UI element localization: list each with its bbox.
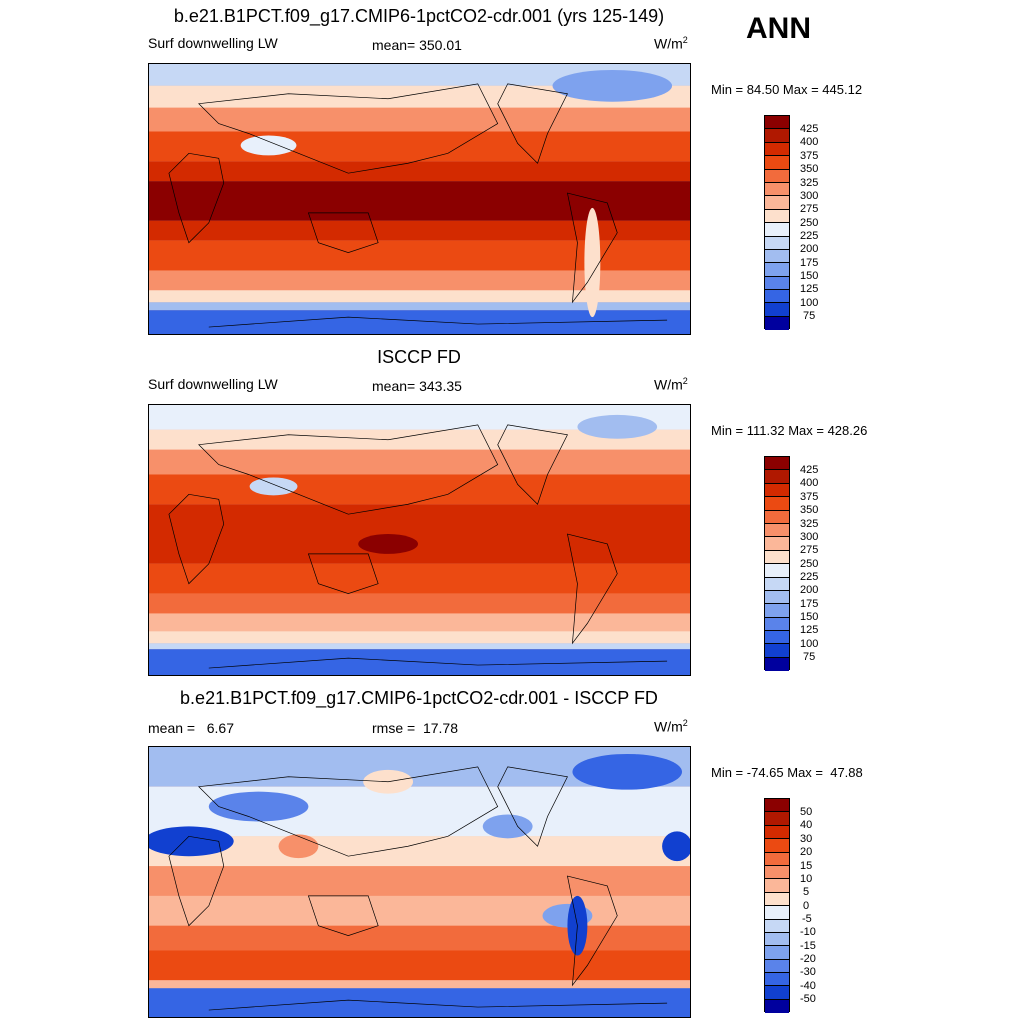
panel1-title: b.e21.B1PCT.f09_g17.CMIP6-1pctCO2-cdr.00… [173,6,665,26]
panel1-colorbar [764,115,790,331]
panel3-colorbar-label: 20 [800,846,813,858]
panel1-colorbar-label: 325 [800,177,819,189]
panel3-colorbar-label: -30 [800,966,816,978]
panel1-colorbar-label: 175 [800,257,819,269]
panel2-colorbar-label: 300 [800,531,819,543]
panel1-colorbar-label: 100 [800,297,819,309]
panel3-map [148,746,691,1018]
panel1-unit-label: W/m2 [654,35,688,52]
panel2-colorbar-label: 125 [800,624,819,636]
panel1-colorbar-label: 350 [800,163,819,175]
season-label: ANN [746,12,811,45]
panel1-colorbar-label: 275 [800,203,819,215]
panel2-colorbar-label: 325 [800,518,819,530]
panel3-colorbar-label: -15 [800,940,816,952]
panel3-colorbar-label: -40 [800,980,816,992]
panel3-colorbar-label: -20 [800,953,816,965]
panel1-colorbar-label: 250 [800,217,819,229]
panel2-colorbar-label: 375 [800,491,819,503]
panel1-mean-label: mean= 350.01 [372,37,462,53]
panel3-rmse-label: rmse = 17.78 [372,720,458,736]
panel3-colorbar-label: 15 [800,860,813,872]
panel2-colorbar [764,456,790,672]
panel3-mean-label: mean = 6.67 [148,720,235,736]
panel2-colorbar-label: 400 [800,477,819,489]
panel1-colorbar-label: 425 [800,123,819,135]
panel2-colorbar-label: 425 [800,464,819,476]
panel1-colorbar-label: 400 [800,136,819,148]
panel1-map [148,63,691,335]
panel2-colorbar-label: 200 [800,584,819,596]
panel2-colorbar-label: 150 [800,611,819,623]
panel2-colorbar-label: 275 [800,544,819,556]
panel3-colorbar-label: 40 [800,819,813,831]
panel1-colorbar-label: 125 [800,283,819,295]
panel1-colorbar-label: 375 [800,150,819,162]
panel3-colorbar [764,798,790,1014]
panel3-colorbar-label: 5 [803,886,810,898]
panel3-colorbar-label: 50 [800,806,813,818]
panel2-mean-label: mean= 343.35 [372,378,462,394]
panel1-colorbar-label: 150 [800,270,819,282]
panel1-variable-label: Surf downwelling LW [148,35,278,51]
panel3-colorbar-label: 30 [800,833,813,845]
panel3-colorbar-label: -5 [802,913,812,925]
panel1-colorbar-label: 200 [800,243,819,255]
panel1-colorbar-label: 300 [800,190,819,202]
panel2-colorbar-label: 350 [800,504,819,516]
panel2-colorbar-label: 250 [800,558,819,570]
panel2-title: ISCCP FD [377,347,461,367]
panel2-colorbar-label: 75 [803,651,816,663]
panel3-unit-label: W/m2 [654,718,688,735]
panel3-minmax: Min = -74.65 Max = 47.88 [711,765,863,780]
panel2-variable-label: Surf downwelling LW [148,376,278,392]
panel3-colorbar-label: 10 [800,873,813,885]
panel2-map [148,404,691,676]
panel3-colorbar-label: 0 [803,900,810,912]
panel3-colorbar-label: -50 [800,993,816,1005]
panel3-title: b.e21.B1PCT.f09_g17.CMIP6-1pctCO2-cdr.00… [180,688,658,708]
panel1-colorbar-label: 225 [800,230,819,242]
panel2-minmax: Min = 111.32 Max = 428.26 [711,423,868,438]
panel2-unit-label: W/m2 [654,376,688,393]
panel1-colorbar-label: 75 [803,310,816,322]
panel1-minmax: Min = 84.50 Max = 445.12 [711,82,863,97]
panel2-colorbar-label: 100 [800,638,819,650]
panel2-colorbar-label: 225 [800,571,819,583]
panel2-colorbar-label: 175 [800,598,819,610]
panel3-colorbar-label: -10 [800,926,816,938]
